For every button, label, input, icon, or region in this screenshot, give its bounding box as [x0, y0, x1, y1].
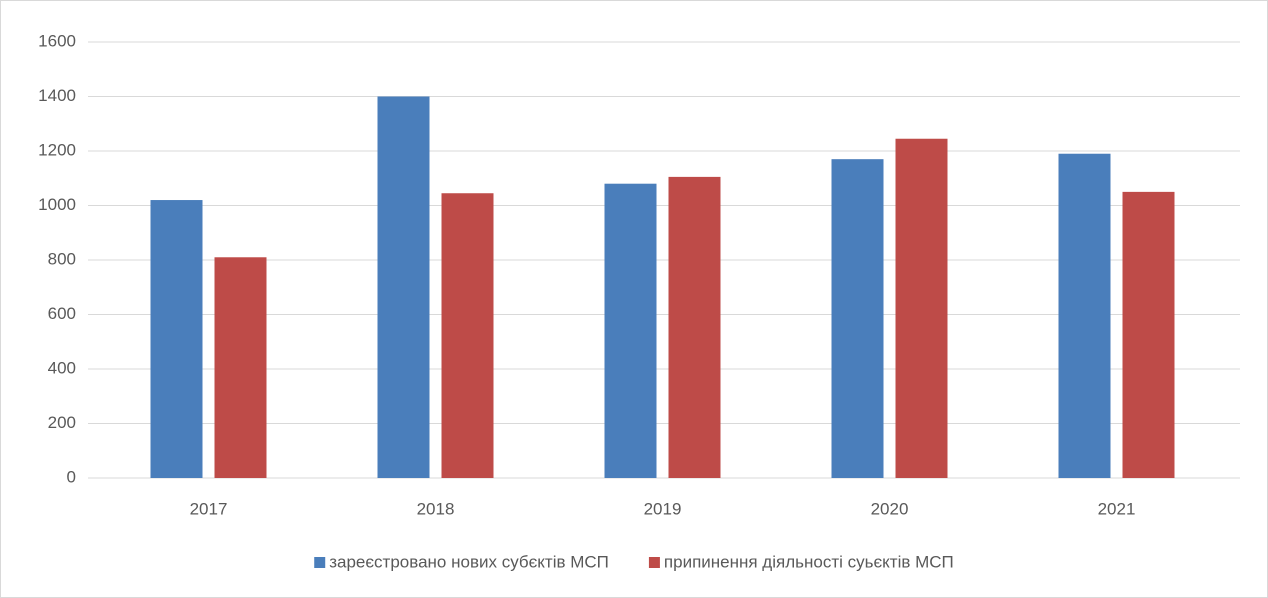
bar: [604, 183, 657, 478]
x-tick-label: 2019: [644, 499, 682, 518]
bar: [150, 200, 203, 479]
bar: [214, 257, 267, 478]
legend-swatch: [314, 557, 326, 568]
legend-swatch: [648, 557, 660, 568]
y-tick-label: 400: [48, 358, 76, 377]
bar: [895, 138, 948, 479]
bar: [1058, 153, 1111, 478]
y-tick-label: 0: [67, 467, 76, 486]
y-tick-label: 600: [48, 304, 76, 323]
legend-item: зареєстровано нових субєктів МСП: [314, 552, 609, 571]
x-tick-label: 2017: [190, 499, 228, 518]
bar: [441, 193, 494, 479]
y-tick-label: 1400: [38, 86, 76, 105]
legend-item: припинення діяльності суьєктів МСП: [648, 552, 954, 571]
y-tick-label: 1200: [38, 140, 76, 159]
y-tick-label: 800: [48, 249, 76, 268]
y-tick-label: 1600: [38, 31, 76, 50]
legend-label: зареєстровано нових субєктів МСП: [329, 552, 609, 571]
y-tick-label: 1000: [38, 195, 76, 214]
x-tick-label: 2021: [1098, 499, 1136, 518]
legend-label: припинення діяльності суьєктів МСП: [664, 552, 954, 571]
bar: [377, 96, 430, 478]
bar: [668, 176, 721, 478]
y-tick-label: 200: [48, 413, 76, 432]
bar: [1122, 191, 1175, 478]
x-tick-label: 2020: [871, 499, 909, 518]
x-tick-label: 2018: [417, 499, 455, 518]
bar: [831, 159, 884, 479]
